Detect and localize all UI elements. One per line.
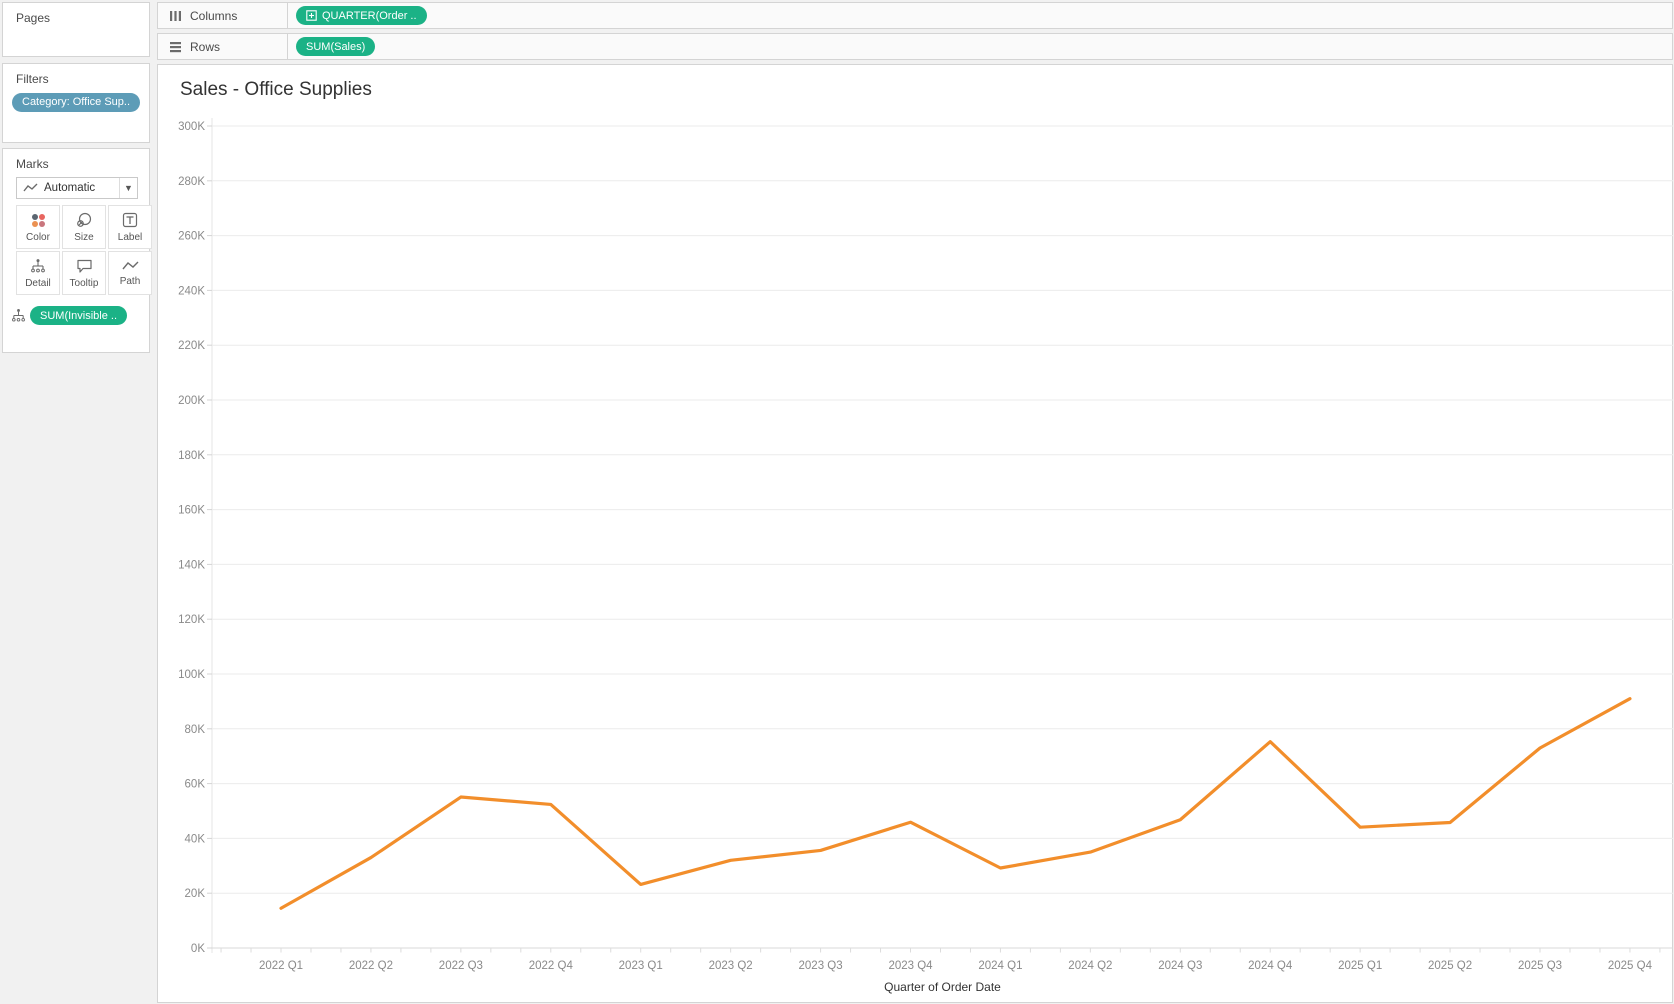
x-tick-label: 2025 Q4 — [1608, 960, 1653, 972]
x-tick-label: 2023 Q2 — [709, 960, 753, 972]
columns-shelf-label: Columns — [190, 8, 238, 23]
columns-shelf-icon — [169, 10, 182, 22]
label-button[interactable]: Label — [108, 205, 152, 249]
detail-pill-sum-invisible[interactable]: SUM(Invisible .. — [30, 306, 128, 325]
y-tick-label: 220K — [178, 340, 205, 352]
x-tick-label: 2025 Q3 — [1518, 960, 1562, 972]
y-tick-label: 100K — [178, 669, 205, 681]
x-tick-label: 2023 Q3 — [799, 960, 843, 972]
x-tick-label: 2025 Q2 — [1428, 960, 1472, 972]
y-tick-label: 140K — [178, 559, 205, 571]
size-button-label: Size — [74, 231, 94, 243]
y-tick-label: 300K — [178, 121, 205, 133]
marks-card: Marks Automatic ▼ Color — [2, 148, 152, 353]
x-tick-label: 2023 Q1 — [619, 960, 663, 972]
detail-button-label: Detail — [25, 277, 51, 289]
size-button[interactable]: Size — [62, 205, 106, 249]
size-icon — [76, 212, 92, 228]
detail-shelf-icon — [11, 308, 26, 323]
tooltip-button-label: Tooltip — [69, 277, 99, 289]
columns-pill-label: QUARTER(Order .. — [322, 9, 417, 22]
sales-line-chart: 0K 20K 40K 60K 80K 100K 120K 140K 160K 180K 200K 22… — [178, 118, 1673, 994]
x-tick-label: 2024 Q1 — [978, 960, 1022, 972]
line-mark-icon — [23, 183, 38, 193]
detail-icon — [30, 258, 46, 274]
filters-card[interactable]: Filters Category: Office Sup.. — [2, 63, 150, 143]
color-button-label: Color — [26, 231, 50, 243]
color-button[interactable]: Color — [16, 205, 60, 249]
y-tick-label: 180K — [178, 450, 205, 462]
y-tick-label: 80K — [185, 724, 206, 736]
rows-shelf[interactable]: Rows SUM(Sales) — [157, 33, 1673, 60]
label-button-label: Label — [117, 231, 143, 243]
x-tick-label: 2022 Q3 — [439, 960, 483, 972]
chevron-down-icon[interactable]: ▼ — [119, 178, 137, 198]
x-tick-label: 2022 Q1 — [259, 960, 303, 972]
sales-trend-line[interactable] — [279, 697, 1632, 910]
rows-pill-sum-sales[interactable]: SUM(Sales) — [296, 37, 376, 56]
detail-pill-label: SUM(Invisible .. — [40, 309, 118, 322]
rows-shelf-label: Rows — [190, 39, 221, 54]
x-tick-label: 2024 Q4 — [1248, 960, 1293, 972]
x-tick-label: 2022 Q4 — [529, 960, 574, 972]
columns-shelf[interactable]: Columns QUARTER(Order .. — [157, 2, 1673, 29]
filters-card-label: Filters — [16, 72, 49, 86]
tooltip-icon — [76, 258, 93, 274]
y-tick-label: 160K — [178, 505, 205, 517]
path-icon — [121, 260, 139, 272]
path-button[interactable]: Path — [108, 251, 152, 295]
mark-type-dropdown[interactable]: Automatic ▼ — [16, 177, 138, 199]
mark-type-value: Automatic — [44, 182, 96, 194]
filter-pill-label: Category: Office Sup.. — [22, 96, 131, 108]
y-tick-label: 120K — [178, 614, 205, 626]
plus-box-icon[interactable] — [306, 10, 317, 21]
pages-card[interactable]: Pages — [2, 2, 150, 57]
filter-pill-category[interactable]: Category: Office Sup.. — [12, 92, 141, 112]
columns-pill-quarter[interactable]: QUARTER(Order .. — [296, 6, 427, 25]
y-tick-label: 60K — [185, 779, 206, 791]
y-tick-label: 280K — [178, 176, 205, 188]
sheet-title: Sales - Office Supplies — [180, 79, 372, 100]
rows-pill-label: SUM(Sales) — [306, 40, 366, 53]
y-tick-label: 20K — [185, 888, 206, 900]
x-axis-title: Quarter of Order Date — [884, 980, 1001, 994]
x-tick-label: 2025 Q1 — [1338, 960, 1382, 972]
x-tick-label: 2023 Q4 — [888, 960, 933, 972]
detail-button[interactable]: Detail — [16, 251, 60, 295]
tooltip-button[interactable]: Tooltip — [62, 251, 106, 295]
rows-shelf-icon — [169, 41, 182, 53]
x-tick-label: 2022 Q2 — [349, 960, 393, 972]
marks-card-label: Marks — [16, 157, 49, 171]
pages-card-label: Pages — [16, 11, 51, 25]
y-tick-label: 200K — [178, 395, 205, 407]
y-tick-label: 240K — [178, 285, 205, 297]
y-tick-label: 0K — [191, 943, 205, 955]
color-icon — [30, 212, 46, 228]
x-tick-label: 2024 Q3 — [1158, 960, 1202, 972]
x-tick-label: 2024 Q2 — [1068, 960, 1112, 972]
label-icon — [122, 212, 138, 228]
path-button-label: Path — [119, 275, 141, 287]
y-tick-label: 40K — [185, 833, 206, 845]
y-tick-label: 260K — [178, 231, 205, 243]
worksheet-view: Sales - Office Supplies 0K 20K 40K 60K 80K 10… — [157, 64, 1673, 1003]
